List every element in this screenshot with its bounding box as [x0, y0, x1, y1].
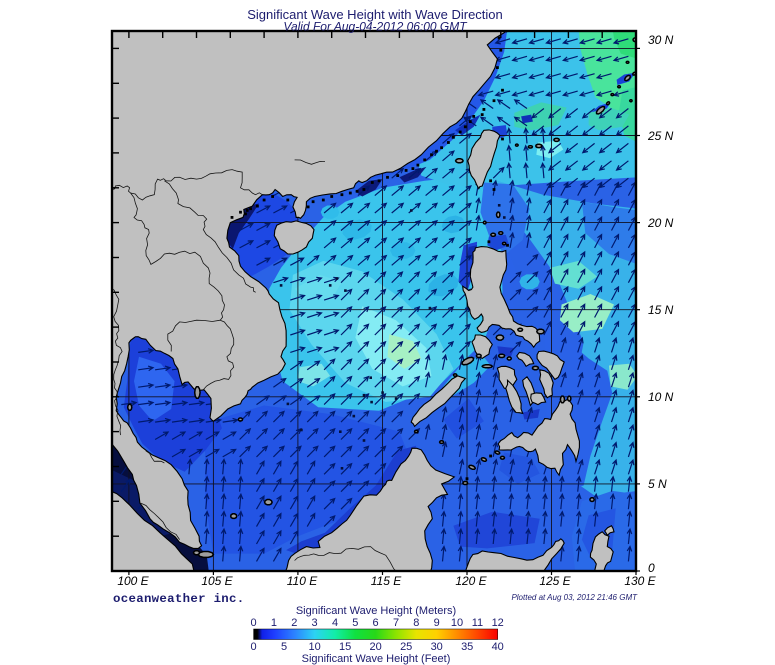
svg-text:5: 5	[352, 617, 358, 629]
svg-text:10: 10	[451, 617, 463, 629]
svg-text:125 E: 125 E	[539, 574, 571, 588]
svg-text:30 N: 30 N	[648, 33, 674, 47]
svg-text:30: 30	[431, 641, 443, 653]
svg-text:11: 11	[472, 617, 483, 629]
svg-text:115 E: 115 E	[371, 574, 402, 588]
svg-text:oceanweather inc.: oceanweather inc.	[113, 592, 245, 606]
svg-text:105 E: 105 E	[201, 574, 233, 588]
svg-text:15: 15	[339, 641, 351, 653]
svg-text:40: 40	[492, 641, 504, 653]
svg-text:12: 12	[492, 617, 504, 629]
svg-text:25: 25	[400, 641, 412, 653]
svg-text:3: 3	[312, 617, 318, 629]
svg-text:0: 0	[251, 617, 257, 629]
svg-text:10 N: 10 N	[648, 390, 674, 404]
svg-text:100 E: 100 E	[117, 574, 149, 588]
svg-text:Significant Wave Height with W: Significant Wave Height with Wave Direct…	[247, 7, 503, 22]
svg-text:7: 7	[393, 617, 399, 629]
svg-text:Valid For Aug-04-2012 06:00 GM: Valid For Aug-04-2012 06:00 GMT	[283, 20, 468, 34]
svg-text:35: 35	[461, 641, 473, 653]
svg-text:Significant Wave Height (Meter: Significant Wave Height (Meters)	[296, 605, 456, 617]
svg-text:6: 6	[373, 617, 379, 629]
svg-text:110 E: 110 E	[287, 574, 318, 588]
svg-text:5 N: 5 N	[648, 477, 667, 491]
svg-text:8: 8	[413, 617, 419, 629]
svg-text:2: 2	[291, 617, 297, 629]
svg-text:15 N: 15 N	[648, 303, 674, 317]
svg-text:9: 9	[434, 617, 440, 629]
svg-text:5: 5	[281, 641, 287, 653]
svg-text:130 E: 130 E	[624, 574, 656, 588]
svg-text:20 N: 20 N	[647, 216, 674, 230]
svg-text:1: 1	[271, 617, 277, 629]
svg-text:0: 0	[251, 641, 257, 653]
svg-text:0: 0	[648, 561, 655, 575]
svg-text:10: 10	[308, 641, 320, 653]
svg-text:25 N: 25 N	[647, 129, 674, 143]
svg-text:120 E: 120 E	[455, 574, 487, 588]
svg-text:Plotted at Aug 03, 2012 21:46: Plotted at Aug 03, 2012 21:46 GMT	[511, 593, 638, 602]
svg-text:20: 20	[369, 641, 381, 653]
svg-text:Significant Wave Height (Feet): Significant Wave Height (Feet)	[302, 653, 451, 665]
svg-text:4: 4	[332, 617, 338, 629]
